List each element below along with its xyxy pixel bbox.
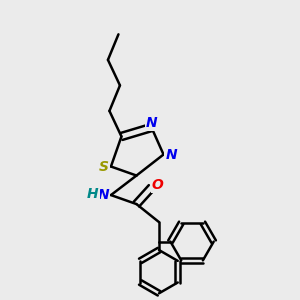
Text: N: N [165, 148, 177, 161]
Text: N: N [98, 188, 109, 202]
Text: N: N [146, 116, 157, 130]
Text: O: O [152, 178, 164, 192]
Text: S: S [98, 160, 108, 173]
Text: H: H [87, 187, 99, 201]
